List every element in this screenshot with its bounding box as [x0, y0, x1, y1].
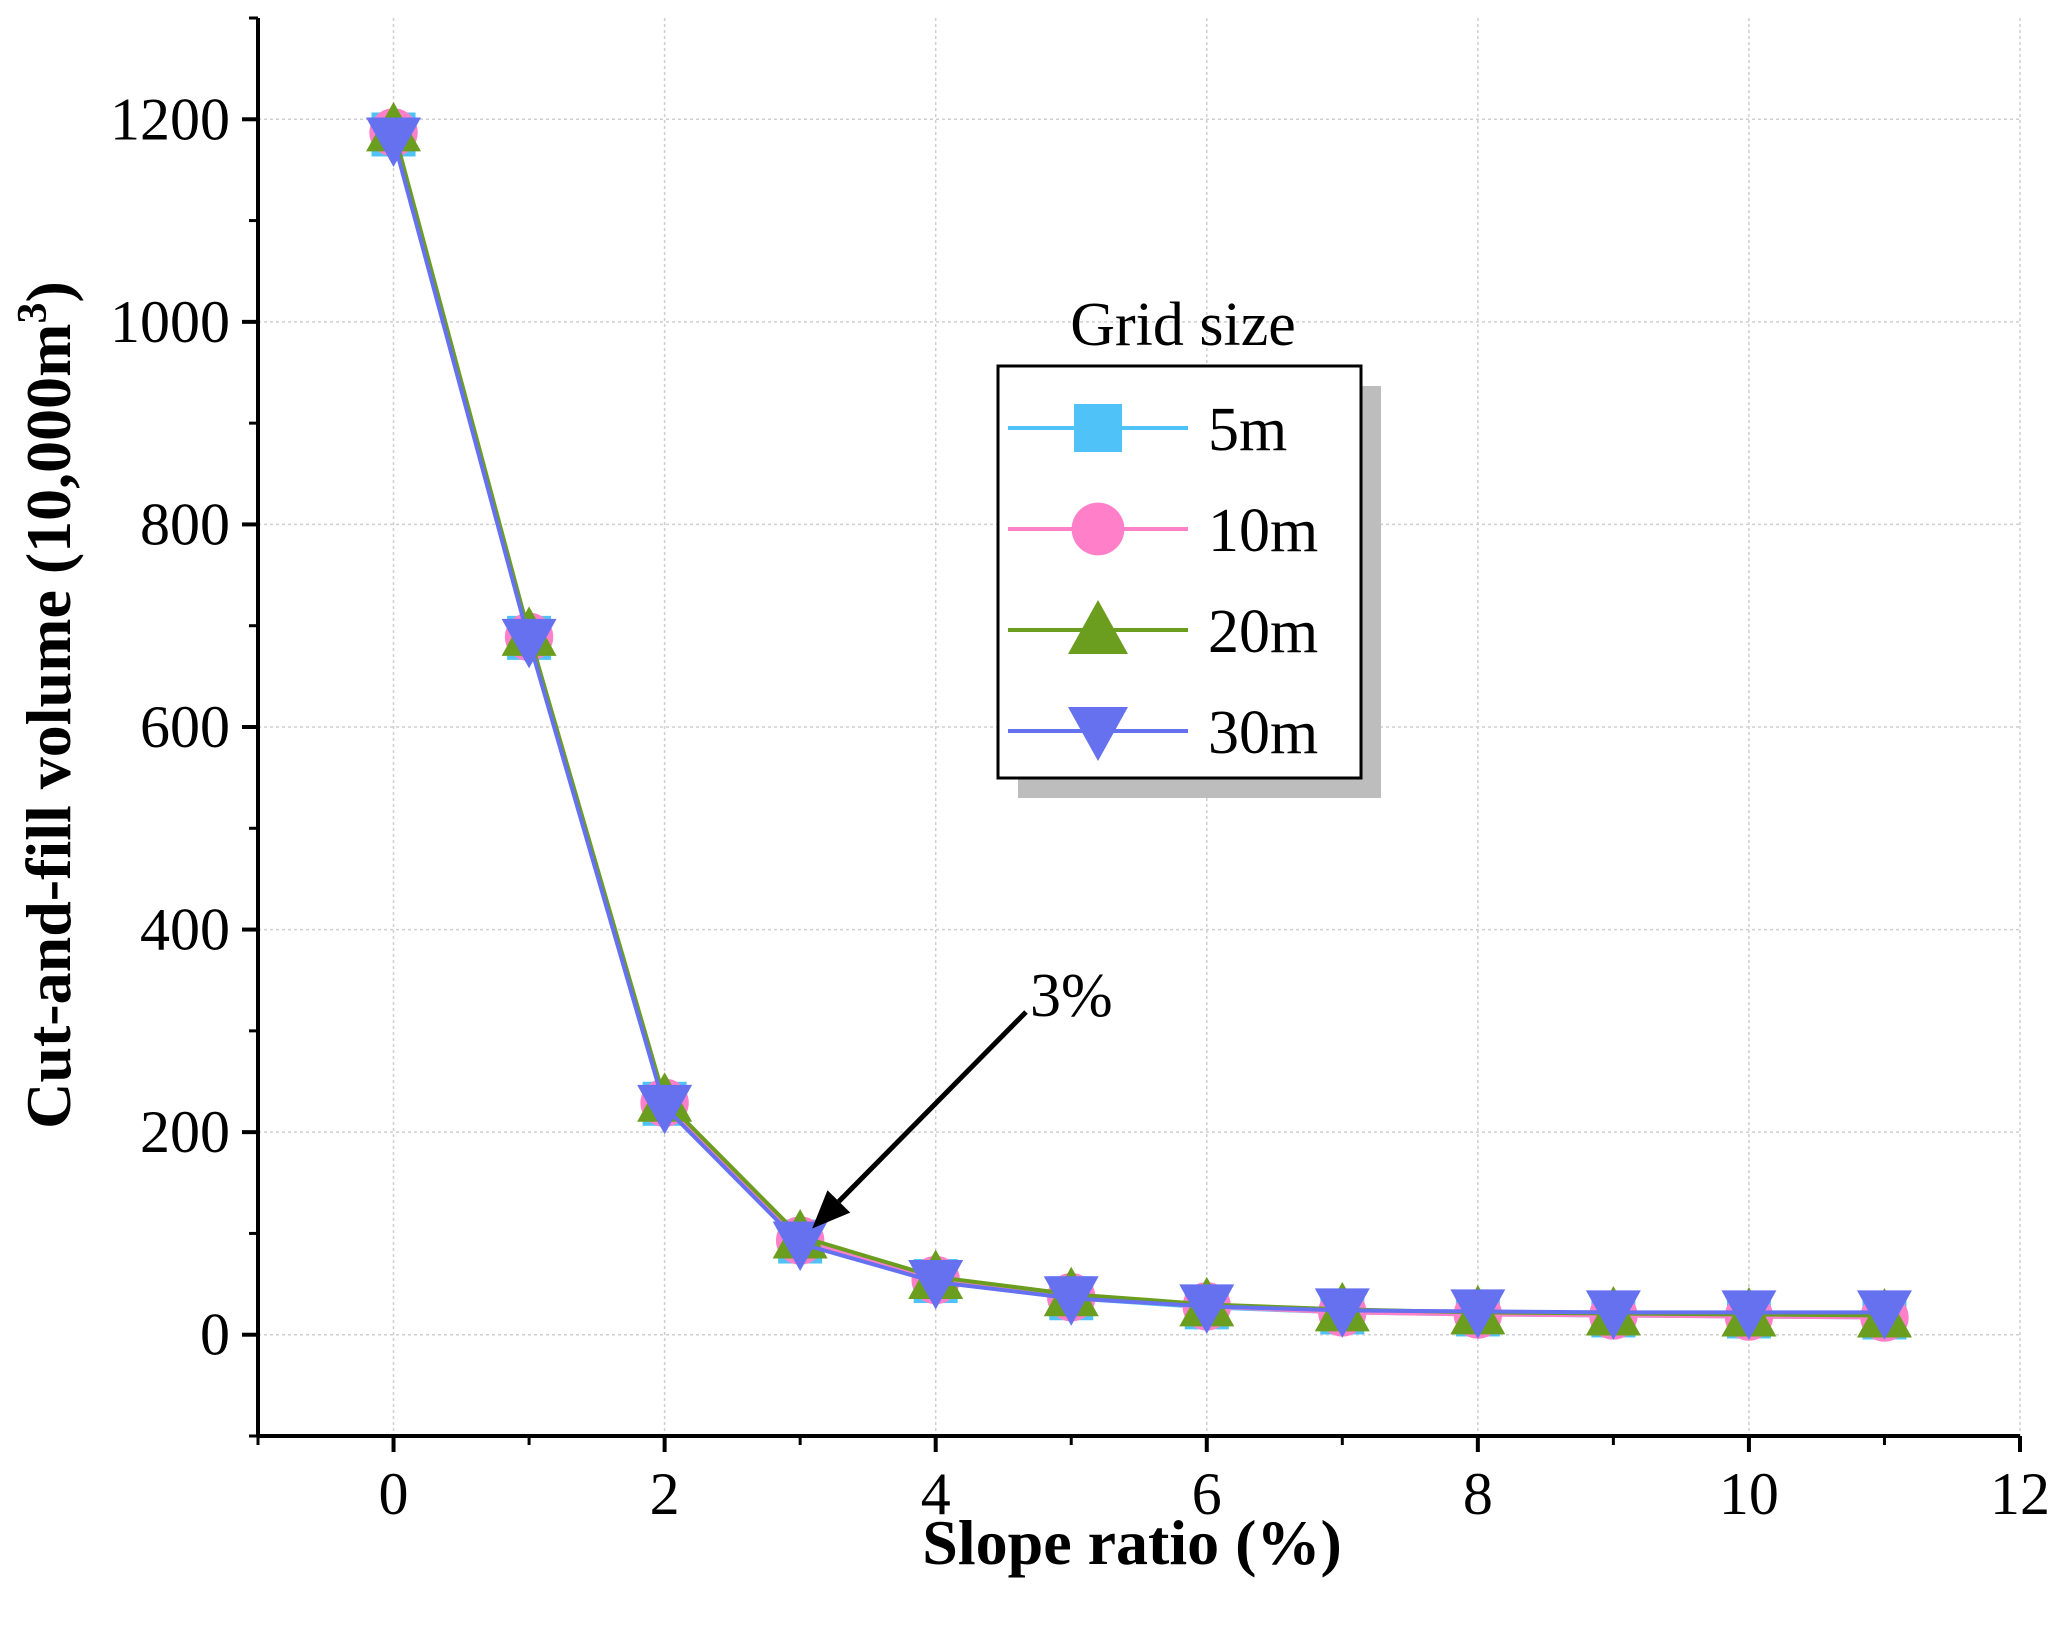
x-tick-label: 10	[1719, 1461, 1779, 1527]
annotation-arrow-line	[837, 1010, 1028, 1204]
x-tick-label: 0	[379, 1461, 409, 1527]
y-tick-label: 800	[140, 491, 230, 557]
data-point-30m	[772, 1221, 828, 1272]
y-axis-title-main: Cut-and-fill volume (10,000m	[13, 324, 84, 1129]
y-axis-title-superscript: 3	[10, 303, 56, 324]
data-point-30m	[1856, 1290, 1912, 1340]
axes	[242, 16, 2022, 1452]
data-point-30m	[1450, 1289, 1506, 1339]
legend: Grid size 5m 10m 20m 30m	[996, 291, 1381, 798]
legend-label-20m: 20m	[1208, 598, 1318, 666]
legend-box	[996, 364, 1363, 780]
data-series	[366, 101, 1912, 1342]
series-30m	[366, 117, 1912, 1340]
annotation-arrow-head	[812, 1190, 851, 1229]
x-tick-label: 4	[921, 1461, 951, 1527]
data-point-30m	[501, 618, 557, 669]
x-tick-label: 12	[1990, 1461, 2050, 1527]
data-point-30m	[1314, 1288, 1370, 1338]
data-point-30m	[1585, 1290, 1641, 1340]
x-tick-label: 6	[1192, 1461, 1222, 1527]
y-tick-label: 1000	[110, 289, 230, 355]
tick-labels: 0 2 4 6 8 10 12 0 200 400 600 800 1000 1200	[110, 86, 2050, 1527]
annotation-3-percent: 3%	[812, 962, 1113, 1229]
y-tick-label: 600	[140, 694, 230, 760]
legend-label-30m: 30m	[1208, 699, 1318, 767]
y-axis-title-close: )	[13, 281, 84, 302]
y-tick-label: 200	[140, 1099, 230, 1165]
legend-label-5m: 5m	[1208, 396, 1287, 464]
y-tick-label: 1200	[110, 86, 230, 152]
y-tick-label: 400	[140, 897, 230, 963]
data-point-30m	[1043, 1276, 1099, 1326]
data-point-30m	[1721, 1290, 1777, 1340]
x-tick-label: 2	[650, 1461, 680, 1527]
y-axis-title: Cut-and-fill volume (10,000m3)	[10, 281, 84, 1129]
data-point-30m	[1179, 1284, 1235, 1334]
x-tick-label: 8	[1463, 1461, 1493, 1527]
y-tick-label: 0	[200, 1302, 230, 1368]
data-point-30m	[908, 1260, 964, 1310]
series-line-30m	[391, 139, 1885, 1315]
legend-marker-5m	[1074, 404, 1122, 452]
legend-marker-20m	[1068, 600, 1128, 654]
legend-marker-10m	[1071, 502, 1125, 556]
legend-title: Grid size	[1070, 291, 1296, 359]
data-point-30m	[366, 117, 422, 168]
data-point-30m	[637, 1084, 693, 1135]
legend-label-10m: 10m	[1208, 497, 1318, 565]
x-axis-title: Slope ratio (%)	[922, 1507, 1342, 1578]
legend-marker-30m	[1068, 707, 1128, 761]
annotation-text: 3%	[1030, 962, 1113, 1030]
